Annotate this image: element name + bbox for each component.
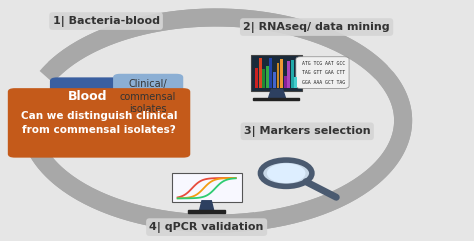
Text: 1| Bacteria-blood: 1| Bacteria-blood bbox=[53, 16, 160, 27]
FancyBboxPatch shape bbox=[172, 173, 242, 202]
FancyBboxPatch shape bbox=[296, 57, 349, 88]
Text: Clinical/
commensal
isolates: Clinical/ commensal isolates bbox=[120, 79, 176, 114]
Polygon shape bbox=[188, 210, 225, 213]
Circle shape bbox=[260, 160, 312, 186]
Bar bbox=[266, 66, 269, 88]
FancyBboxPatch shape bbox=[50, 77, 125, 116]
Text: 2| RNAseq/ data mining: 2| RNAseq/ data mining bbox=[243, 21, 390, 33]
Bar bbox=[294, 77, 297, 88]
Bar bbox=[255, 68, 258, 88]
Text: Can we distinguish clinical
from commensal isolates?: Can we distinguish clinical from commens… bbox=[21, 111, 177, 135]
Polygon shape bbox=[269, 89, 285, 98]
FancyBboxPatch shape bbox=[113, 74, 183, 119]
Bar bbox=[270, 58, 273, 88]
Text: 4| qPCR validation: 4| qPCR validation bbox=[149, 222, 264, 233]
Bar bbox=[287, 61, 290, 88]
Polygon shape bbox=[253, 98, 300, 100]
Polygon shape bbox=[200, 201, 214, 210]
Bar bbox=[273, 73, 276, 88]
Text: Blood: Blood bbox=[68, 90, 107, 103]
Circle shape bbox=[267, 163, 305, 183]
Bar bbox=[280, 59, 283, 88]
Text: ATG TCG AAT GCC: ATG TCG AAT GCC bbox=[302, 61, 345, 66]
Bar bbox=[277, 63, 280, 88]
FancyBboxPatch shape bbox=[8, 88, 190, 158]
Bar bbox=[291, 60, 294, 88]
Text: GGA AAA GCT TAG: GGA AAA GCT TAG bbox=[302, 80, 345, 85]
Text: 3| Markers selection: 3| Markers selection bbox=[244, 126, 371, 137]
Text: TAG GTT GAA CTT: TAG GTT GAA CTT bbox=[302, 70, 345, 75]
Bar bbox=[263, 69, 265, 88]
FancyBboxPatch shape bbox=[251, 55, 302, 91]
Bar bbox=[259, 58, 262, 88]
Bar bbox=[283, 76, 287, 88]
